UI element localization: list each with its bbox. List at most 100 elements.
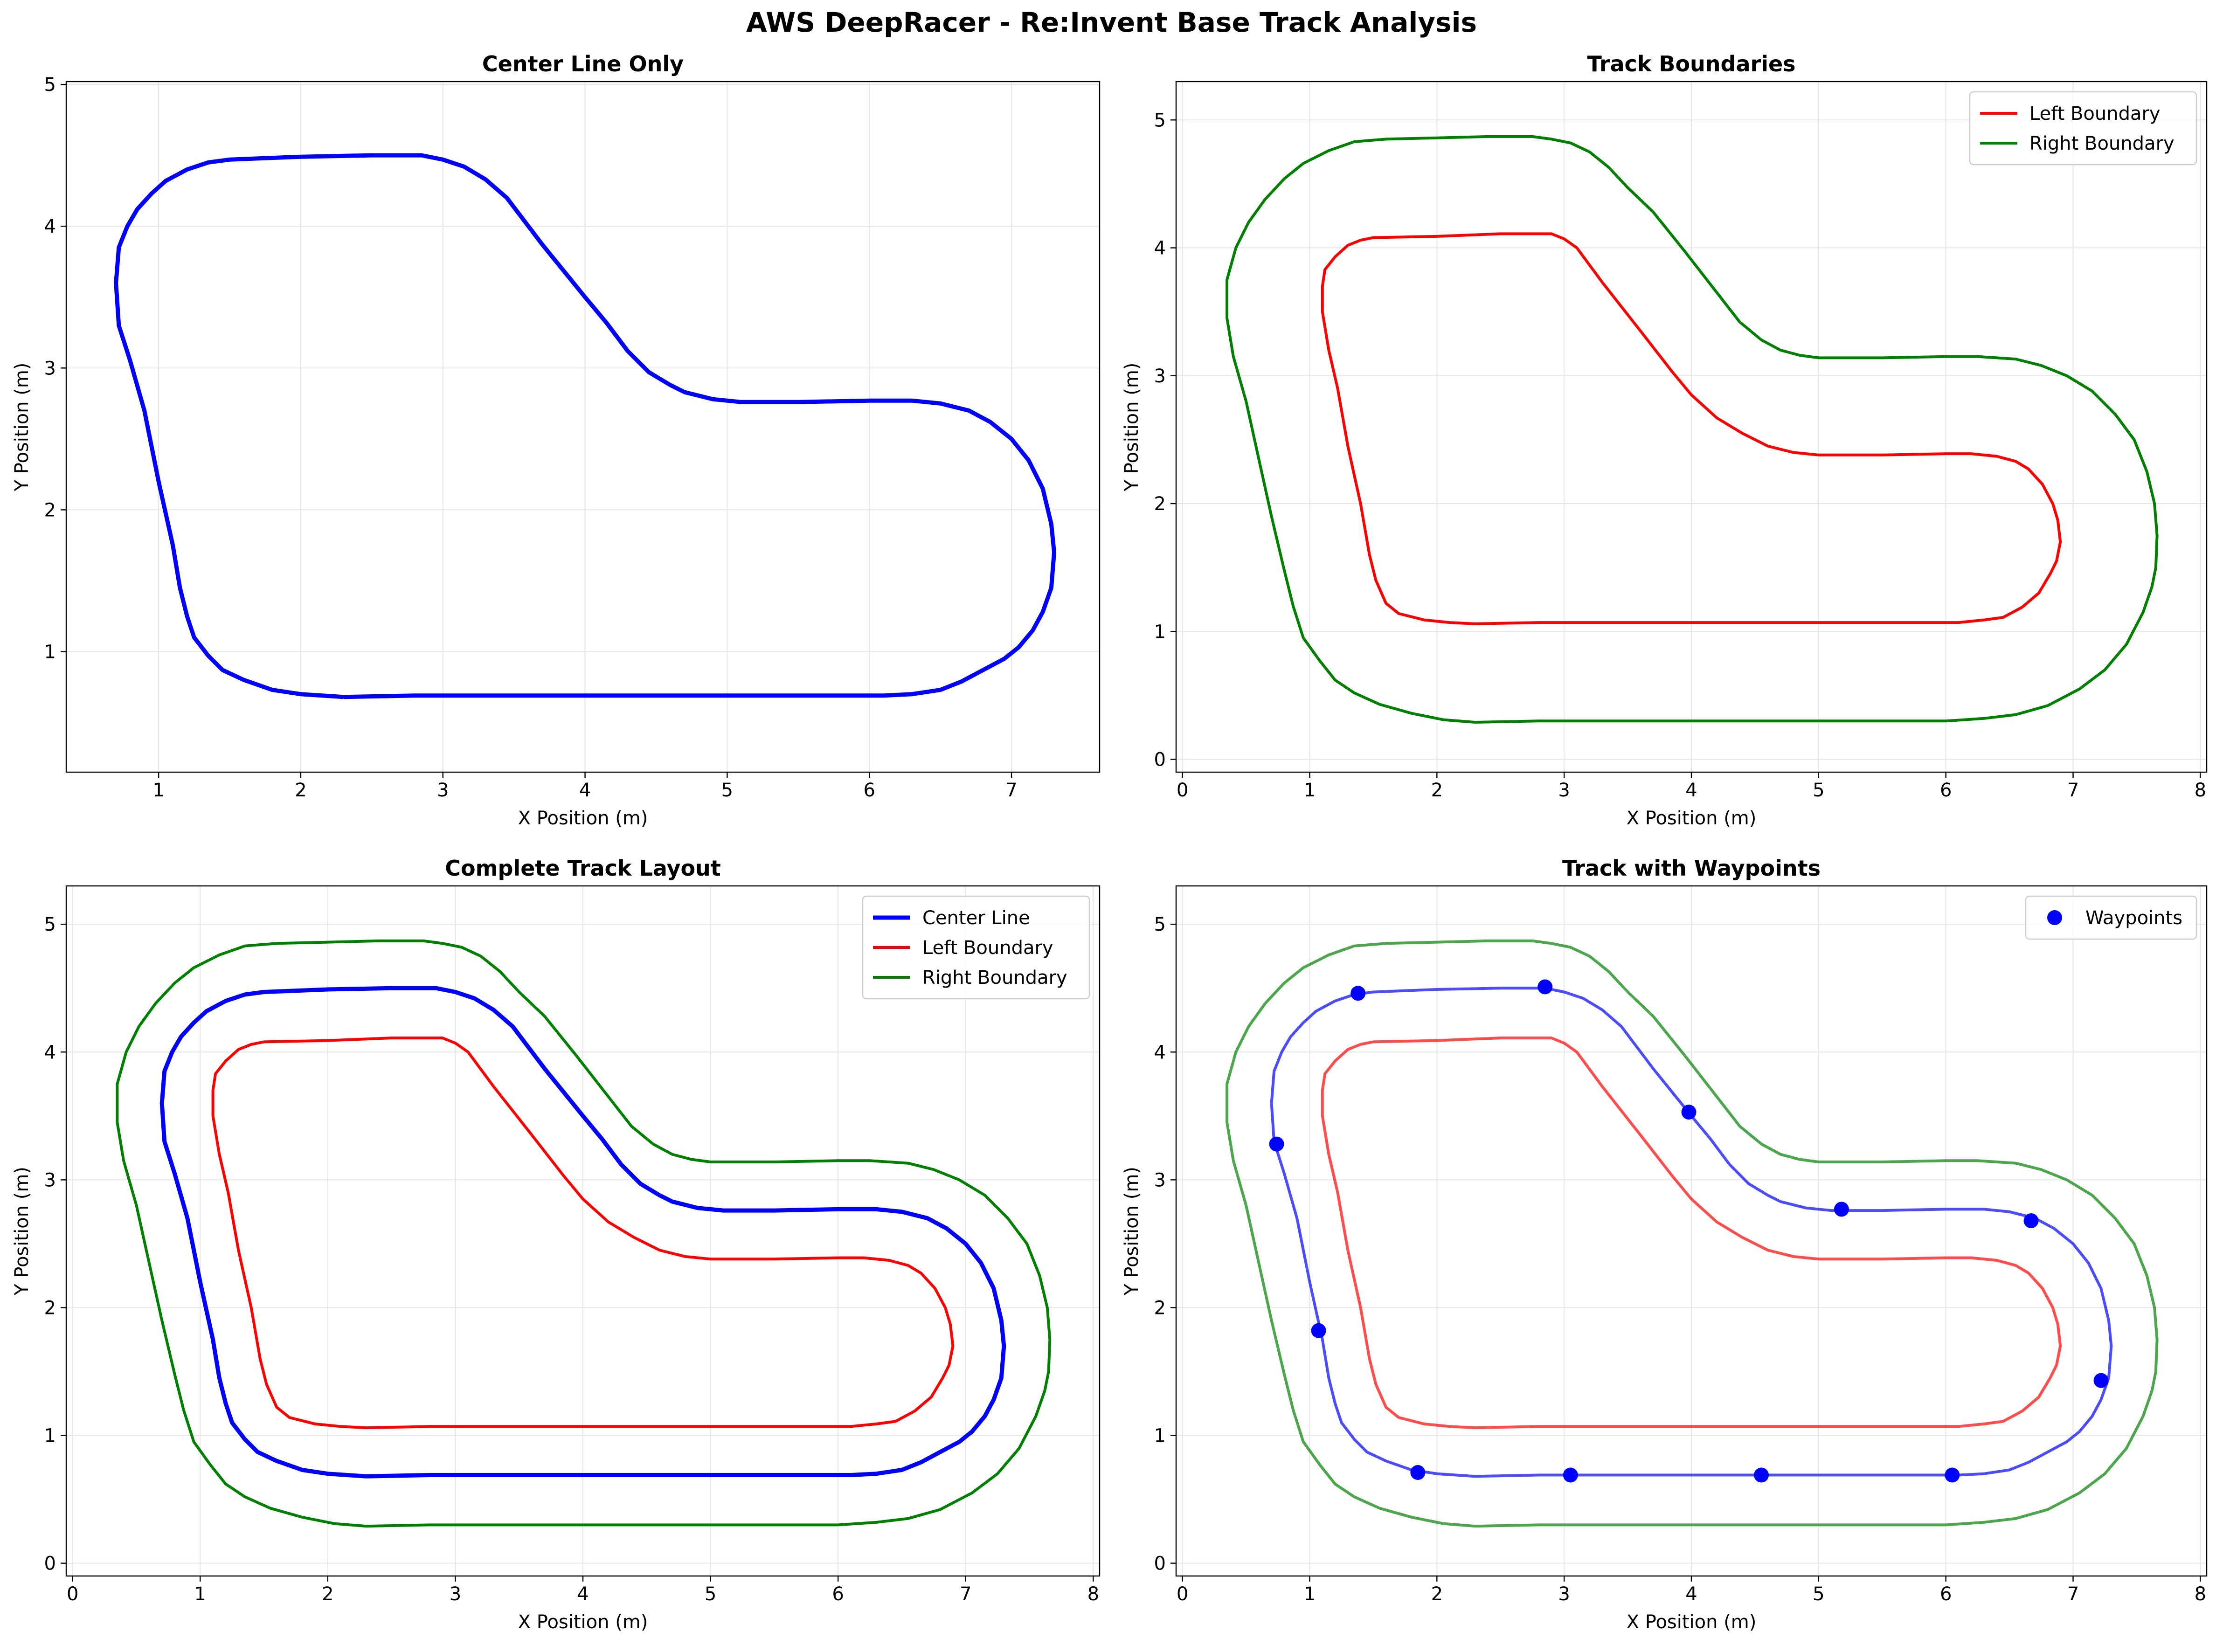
x-tick-label: 2 — [295, 780, 306, 801]
y-tick-label: 1 — [44, 1425, 56, 1447]
x-tick-label: 1 — [194, 1583, 206, 1605]
waypoint-marker — [1410, 1465, 1426, 1480]
legend-entry-label: Left Boundary — [922, 937, 1053, 959]
y-tick-label: 0 — [44, 1553, 56, 1575]
x-tick-label: 6 — [863, 780, 875, 801]
x-tick-label: 3 — [1558, 1583, 1570, 1605]
x-tick-label: 5 — [1813, 780, 1824, 801]
x-tick-label: 5 — [721, 780, 733, 801]
series-right-line — [1226, 939, 2159, 1528]
waypoint-marker — [1311, 1323, 1326, 1338]
x-tick-label: 0 — [1177, 1583, 1188, 1605]
x-tick-label: 4 — [577, 1583, 589, 1605]
series-left-line — [1321, 232, 2062, 625]
series-left-line — [1321, 1037, 2062, 1430]
y-tick-label: 2 — [44, 1297, 56, 1319]
series-center-line — [159, 986, 1006, 1479]
waypoint-marker — [1537, 979, 1553, 995]
y-axis-label: Y Position (m) — [11, 363, 33, 492]
x-tick-label: 2 — [322, 1583, 333, 1605]
legend-entry-label: Right Boundary — [922, 967, 1067, 988]
series-right-line — [1226, 135, 2159, 724]
y-axis-label: Y Position (m) — [1121, 1167, 1143, 1296]
legend-entry-label: Waypoints — [2085, 907, 2182, 929]
x-tick-label: 0 — [67, 1583, 78, 1605]
x-tick-label: 7 — [2067, 780, 2079, 801]
series-left-line — [211, 1037, 955, 1430]
x-tick-label: 6 — [1940, 1583, 1952, 1605]
waypoint-marker — [1681, 1105, 1697, 1120]
waypoint-marker — [1834, 1202, 1849, 1217]
legend-marker-swatch — [2047, 910, 2062, 925]
x-tick-label: 4 — [1685, 1583, 1697, 1605]
y-tick-label: 0 — [1154, 749, 1166, 771]
y-tick-label: 0 — [1154, 1553, 1166, 1575]
waypoint-marker — [2023, 1213, 2039, 1229]
legend-entry-label: Center Line — [922, 907, 1030, 929]
y-tick-label: 1 — [1154, 621, 1166, 643]
legend-entry-label: Left Boundary — [2029, 103, 2161, 124]
x-axis-label: X Position (m) — [518, 808, 648, 829]
y-tick-label: 2 — [44, 499, 56, 521]
x-tick-label: 2 — [1431, 1583, 1443, 1605]
series-center-line — [114, 153, 1056, 699]
x-tick-label: 0 — [1177, 780, 1188, 801]
y-tick-label: 5 — [1154, 914, 1166, 935]
x-axis-label: X Position (m) — [1627, 808, 1757, 829]
y-tick-label: 3 — [44, 358, 56, 379]
x-tick-label: 6 — [1940, 780, 1952, 801]
series-right-line — [116, 939, 1052, 1528]
series-center-line — [1270, 987, 2113, 1478]
x-tick-label: 3 — [437, 780, 449, 801]
x-tick-label: 1 — [1304, 780, 1316, 801]
x-tick-label: 4 — [579, 780, 591, 801]
subplot-title: Track with Waypoints — [1562, 856, 1821, 881]
y-tick-label: 4 — [1154, 1042, 1166, 1063]
y-tick-label: 3 — [1154, 366, 1166, 387]
waypoint-marker — [1269, 1136, 1284, 1152]
figure-title: AWS DeepRacer - Re:Invent Base Track Ana… — [746, 7, 1477, 38]
x-tick-label: 1 — [1304, 1583, 1316, 1605]
x-tick-label: 8 — [2195, 1583, 2206, 1605]
x-tick-label: 2 — [1431, 780, 1443, 801]
y-tick-label: 2 — [1154, 1297, 1166, 1319]
legend-box — [1969, 91, 2197, 166]
x-tick-label: 7 — [2067, 1583, 2079, 1605]
x-tick-label: 4 — [1685, 780, 1697, 801]
y-tick-label: 4 — [44, 1042, 56, 1063]
y-tick-label: 5 — [44, 914, 56, 935]
y-tick-label: 1 — [44, 642, 56, 663]
y-axis-label: Y Position (m) — [11, 1167, 33, 1296]
y-tick-label: 3 — [44, 1169, 56, 1191]
x-tick-label: 8 — [2195, 780, 2206, 801]
x-tick-label: 6 — [832, 1583, 844, 1605]
x-tick-label: 5 — [1813, 1583, 1824, 1605]
x-tick-label: 3 — [450, 1583, 461, 1605]
y-tick-label: 5 — [44, 74, 56, 96]
y-tick-label: 1 — [1154, 1425, 1166, 1447]
x-tick-label: 3 — [1558, 780, 1570, 801]
legend-entry-label: Right Boundary — [2029, 133, 2175, 154]
subplot-title: Track Boundaries — [1587, 51, 1795, 76]
y-tick-label: 2 — [1154, 493, 1166, 515]
waypoint-marker — [2093, 1373, 2109, 1388]
axes-frame — [65, 81, 1101, 773]
waypoint-marker — [1945, 1467, 1960, 1483]
subplot-title: Complete Track Layout — [445, 856, 721, 881]
waypoint-marker — [1350, 986, 1366, 1001]
x-tick-label: 8 — [1087, 1583, 1099, 1605]
x-tick-label: 7 — [960, 1583, 971, 1605]
y-tick-label: 4 — [44, 216, 56, 237]
x-tick-label: 5 — [705, 1583, 716, 1605]
x-tick-label: 1 — [152, 780, 164, 801]
x-axis-label: X Position (m) — [1627, 1611, 1757, 1633]
subplot-title: Center Line Only — [482, 51, 684, 76]
y-axis-label: Y Position (m) — [1121, 363, 1143, 492]
y-tick-label: 5 — [1154, 110, 1166, 131]
x-tick-label: 7 — [1005, 780, 1017, 801]
x-axis-label: X Position (m) — [518, 1611, 648, 1633]
y-tick-label: 3 — [1154, 1169, 1166, 1191]
waypoint-marker — [1754, 1467, 1769, 1483]
legend-box — [862, 895, 1090, 1000]
